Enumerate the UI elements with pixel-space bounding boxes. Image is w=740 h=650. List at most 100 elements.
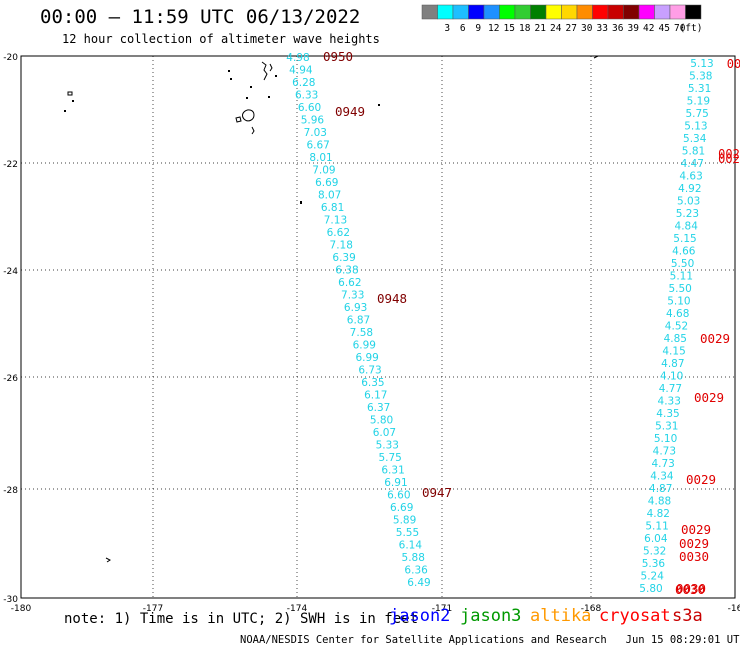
swh-value: 4.66 [672,246,696,258]
time-label: 0029 [686,472,716,487]
swh-value: 5.75 [378,452,401,464]
legend-label: 12 [488,23,499,34]
lon-label: -177 [143,604,163,614]
swh-value: 5.88 [402,552,425,564]
swh-value: 4.10 [660,371,683,383]
swh-value: 5.11 [670,271,693,283]
swh-value: 6.04 [644,533,668,545]
legend-label: 9 [475,23,481,34]
time-label: 0029 [679,536,709,551]
time-label: 00 [727,57,740,71]
swh-value: 5.38 [689,71,712,83]
swh-value: 7.03 [304,127,327,139]
time-label: 002 [718,152,740,166]
credit-timestamp: Jun 15 08:29:01 UTC 2022 [625,634,740,646]
swh-value: 6.39 [332,252,355,264]
swh-value: 5.23 [676,208,699,220]
swh-value: 6.99 [355,352,378,364]
swh-value: 5.32 [643,546,666,558]
swh-value: 6.49 [407,577,430,589]
swh-value: 4.82 [647,508,670,520]
swh-value: 8.07 [318,190,341,202]
swh-value: 5.36 [642,558,666,570]
satellite-cryosat: cryosat [599,606,671,626]
swh-value: 6.33 [295,90,318,102]
swh-value: 4.73 [651,458,674,470]
time-label: 0029 [700,331,730,346]
legend-label: 70 [674,23,686,34]
swh-value: 6.36 [404,565,428,577]
lat-label: -26 [3,374,18,384]
swh-value: 5.81 [682,146,705,158]
swh-value: 5.10 [667,296,690,308]
swh-value: 4.88 [648,496,671,508]
credit-org: NOAA/NESDIS Center for Satellite Applica… [240,634,607,646]
swh-value: 6.14 [399,540,423,552]
footnote: note: 1) Time is in UTC; 2) SWH is in fe… [64,611,419,627]
map-title: 00:00 — 11:59 UTC 06/13/2022 [40,6,361,28]
swh-value: 5.13 [690,58,713,70]
swh-value: 6.38 [335,265,358,277]
swh-value: 7.09 [312,165,335,177]
swh-value: 5.03 [677,196,700,208]
swh-value: 5.75 [685,108,708,120]
time-label: 002 [718,147,740,161]
swh-value: 5.50 [668,283,691,295]
swh-value: 5.34 [683,133,707,145]
swh-value: 7.18 [330,240,353,252]
swh-value: 6.31 [381,465,404,477]
swh-value: 4.77 [659,383,682,395]
island-outlines [67,55,599,563]
swh-value: 4.94 [289,65,313,77]
lon-label: -16 [728,604,740,614]
swh-value: 6.69 [315,177,338,189]
swh-value: 6.93 [344,302,367,314]
swh-value: 8.01 [309,152,332,164]
swh-value: 5.13 [684,121,707,133]
legend-unit: (ft) [680,23,703,34]
legend-label: 15 [504,23,515,34]
satellite-jason3: jason3 [460,606,522,626]
legend-label: 30 [581,23,593,34]
legend-label: 3 [444,23,450,34]
legend-label: 45 [659,23,670,34]
lon-label: -180 [11,604,32,614]
legend-label: 39 [628,23,640,34]
time-label: 0030 [679,549,709,564]
swh-value: 5.15 [673,233,696,245]
lon-label: -171 [432,604,452,614]
swh-value: 5.10 [654,433,677,445]
swh-value: 5.11 [645,521,668,533]
swh-value: 4.87 [661,358,684,370]
lon-label: -168 [581,604,602,614]
time-label: 0947 [422,485,452,500]
swh-value: 4.85 [664,333,687,345]
lat-label: -28 [3,486,18,496]
swh-value: 6.60 [387,490,410,502]
legend-label: 24 [550,23,562,34]
swh-value: 5.24 [641,571,665,583]
swh-value: 6.81 [321,202,344,214]
legend-label: 18 [519,23,531,34]
swh-value: 5.19 [687,96,710,108]
lon-label: -174 [287,604,308,614]
time-label: 0030 [676,581,706,596]
swh-value: 4.63 [679,171,702,183]
time-label: 0029 [694,390,724,405]
swh-value: 4.92 [678,183,701,195]
swh-value: 4.87 [649,483,672,495]
legend-label: 36 [612,23,624,34]
swh-value: 6.91 [384,477,407,489]
swh-value: 6.99 [353,340,376,352]
swh-value: 6.07 [373,427,396,439]
satellite-s3a: s3a [672,606,703,626]
time-label: 0030 [675,582,705,597]
swh-value: 4.47 [681,158,704,170]
swh-value: 5.31 [655,421,678,433]
swh-value: 5.31 [688,83,711,95]
legend-label: 6 [460,23,466,34]
swh-value: 4.68 [666,308,689,320]
swh-value: 5.50 [671,258,694,270]
swh-value: 4.73 [653,446,676,458]
